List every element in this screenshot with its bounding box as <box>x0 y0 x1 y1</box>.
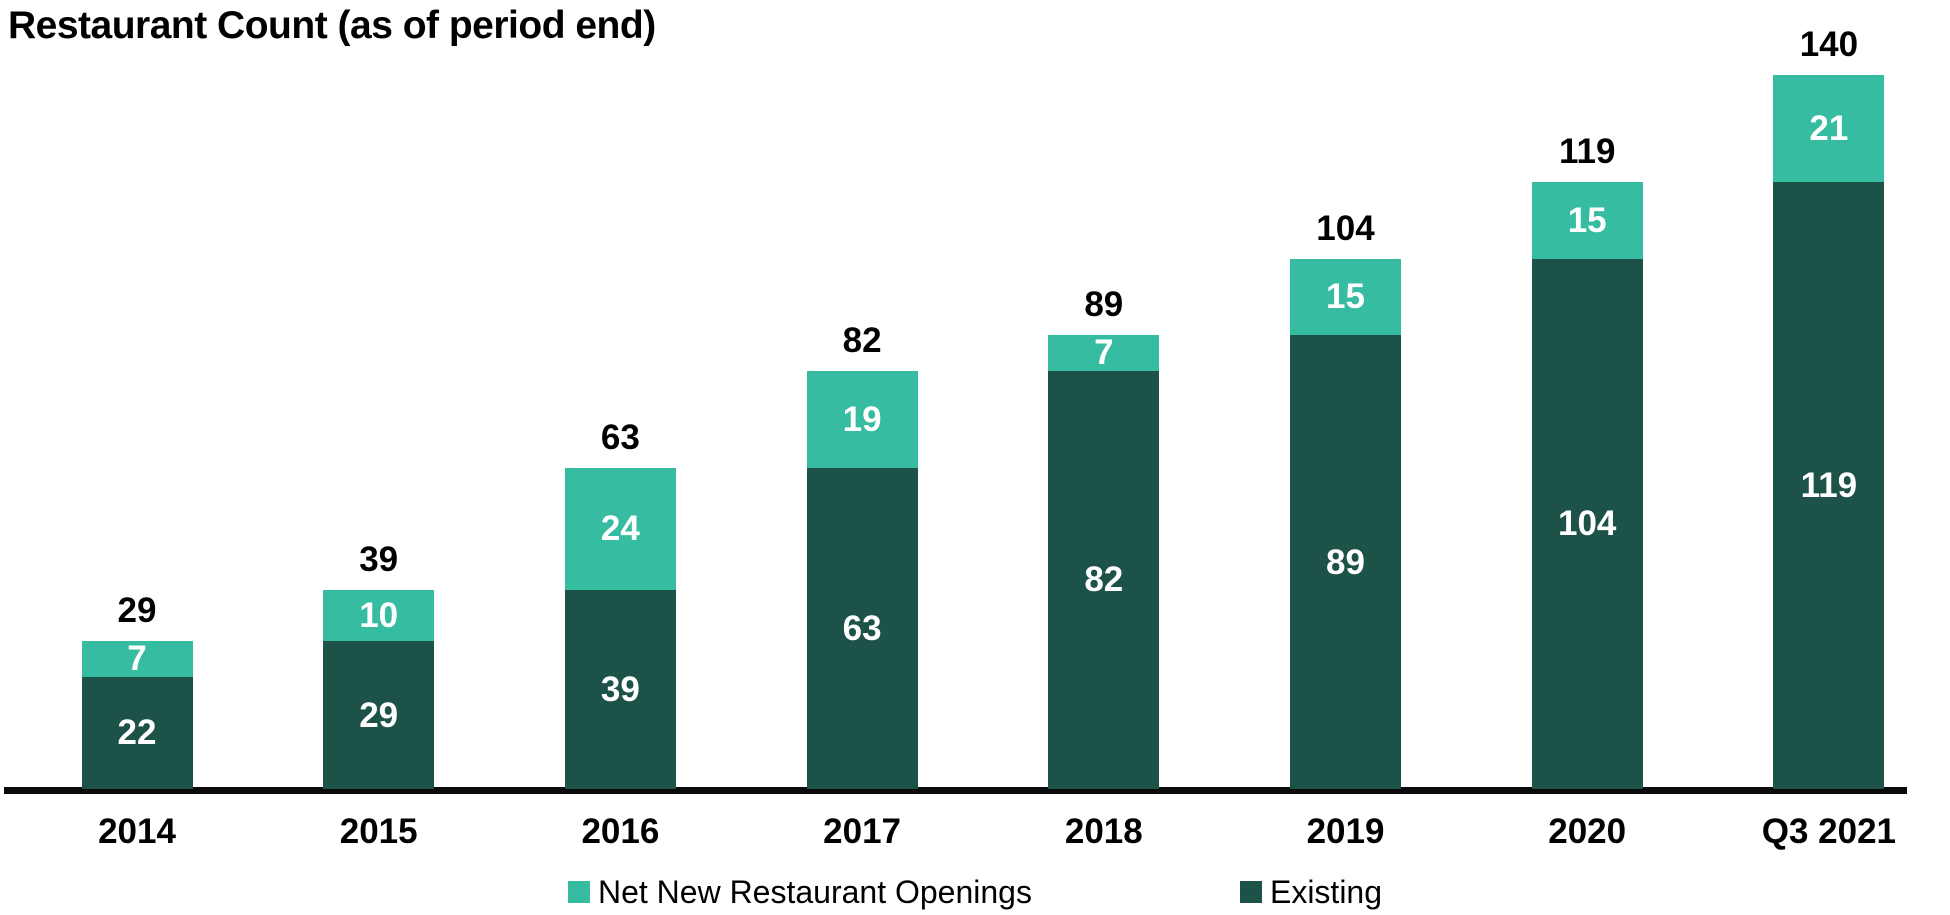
segment-value-label-net-new-2019: 15 <box>1326 277 1365 317</box>
segment-value-label-existing-2018: 82 <box>1084 560 1124 600</box>
bar-segment-net-new-2020: 15 <box>1531 182 1643 259</box>
total-label-2017: 82 <box>842 320 882 360</box>
bar-segment-existing-q3-2021: 119 <box>1773 182 1885 789</box>
bar-segment-net-new-2014: 7 <box>81 639 193 679</box>
bar-segment-existing-2017: 63 <box>806 467 918 789</box>
total-label-2016: 63 <box>600 417 640 457</box>
bar-group-q3-2021: 21 119 <box>1773 75 1885 789</box>
bar-segment-net-new-2018: 7 <box>1048 333 1160 373</box>
legend: Net New Restaurant Openings Existing <box>0 876 1950 908</box>
bar-segment-existing-2016: 39 <box>564 590 676 789</box>
bar-segment-existing-2018: 82 <box>1048 370 1160 789</box>
bar-group-2019: 15 89 <box>1290 258 1401 789</box>
segment-value-label-net-new-q3-2021: 21 <box>1809 109 1849 149</box>
x-axis-label-2018: 2018 <box>1064 812 1143 851</box>
bar-segment-net-new-q3-2021: 21 <box>1773 75 1885 183</box>
segment-value-label-net-new-2018: 7 <box>1094 333 1114 373</box>
bar-group-2015: 10 29 <box>323 590 435 789</box>
bar-segment-net-new-2019: 15 <box>1290 258 1401 336</box>
total-label-2014: 29 <box>117 591 157 631</box>
segment-value-label-existing-2016: 39 <box>600 670 640 710</box>
segment-value-label-existing-q3-2021: 119 <box>1800 466 1858 506</box>
segment-value-label-existing-2014: 22 <box>117 713 157 753</box>
total-label-2020: 119 <box>1558 132 1616 172</box>
segment-value-label-net-new-2014: 7 <box>127 639 147 679</box>
legend-label-net-new: Net New Restaurant Openings <box>597 874 1032 910</box>
total-label-2018: 89 <box>1084 285 1124 325</box>
chart-title: Restaurant Count (as of period end) <box>8 4 656 47</box>
bar-group-2014: 7 22 <box>81 639 193 789</box>
bar-group-2018: 7 82 <box>1048 333 1160 789</box>
segment-value-label-net-new-2020: 15 <box>1567 200 1607 240</box>
legend-label-existing: Existing <box>1269 874 1383 910</box>
segment-value-label-existing-2020: 104 <box>1557 504 1617 544</box>
bar-segment-existing-2020: 104 <box>1531 258 1643 789</box>
x-axis-label-q3-2021: Q3 2021 <box>1761 812 1897 851</box>
segment-value-label-existing-2015: 29 <box>359 695 399 735</box>
total-label-2015: 39 <box>359 540 399 580</box>
segment-value-label-net-new-2015: 10 <box>359 596 399 636</box>
legend-swatch-net-new <box>567 881 590 903</box>
x-axis-line <box>4 787 1907 794</box>
bar-group-2016: 24 39 <box>564 467 676 789</box>
x-axis-label-2019: 2019 <box>1306 812 1385 851</box>
x-axis-label-2015: 2015 <box>339 812 418 851</box>
bar-segment-existing-2015: 29 <box>323 641 435 789</box>
bar-segment-net-new-2015: 10 <box>323 590 435 642</box>
bar-group-2020: 15 104 <box>1531 182 1643 789</box>
bar-segment-existing-2019: 89 <box>1290 335 1401 789</box>
total-label-2019: 104 <box>1316 208 1375 248</box>
bar-segment-existing-2014: 22 <box>81 676 193 789</box>
legend-item-existing: Existing <box>1239 874 1383 910</box>
legend-swatch-existing <box>1239 881 1262 903</box>
bar-group-2017: 19 63 <box>806 370 918 789</box>
total-label-q3-2021: 140 <box>1799 25 1859 64</box>
segment-value-label-net-new-2016: 24 <box>600 509 640 549</box>
x-axis-label-2014: 2014 <box>98 812 176 851</box>
bar-segment-net-new-2016: 24 <box>564 467 676 591</box>
legend-item-net-new: Net New Restaurant Openings <box>567 874 1032 910</box>
segment-value-label-existing-2017: 63 <box>842 608 882 648</box>
x-axis-label-2020: 2020 <box>1548 812 1627 851</box>
bar-segment-net-new-2017: 19 <box>806 370 918 468</box>
segment-value-label-existing-2019: 89 <box>1326 542 1365 582</box>
x-axis-label-2017: 2017 <box>823 812 902 851</box>
x-axis-label-2016: 2016 <box>581 812 660 851</box>
segment-value-label-net-new-2017: 19 <box>842 399 882 439</box>
